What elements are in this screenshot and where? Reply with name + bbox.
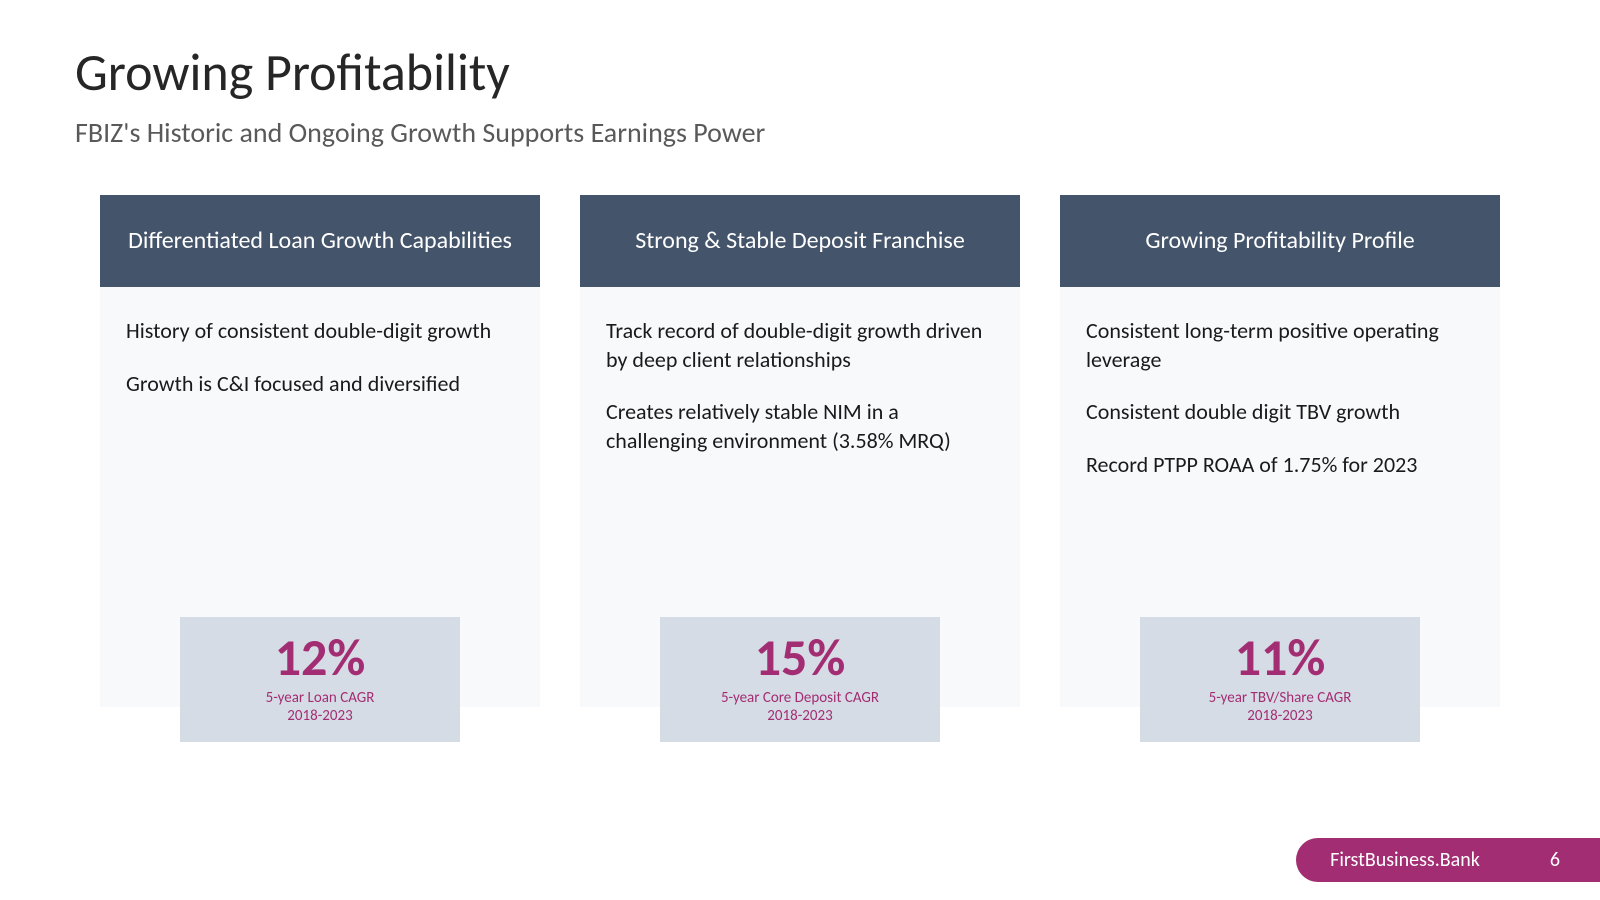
footer-brand: FirstBusiness.Bank [1330, 848, 1480, 872]
card-body-text: Consistent long-term positive operating … [1086, 317, 1474, 374]
metric-value: 12% [200, 629, 440, 686]
metric-box: 12% 5-year Loan CAGR 2018-2023 [180, 617, 460, 742]
metric-label: 2018-2023 [680, 707, 920, 726]
card-loan-growth: Differentiated Loan Growth Capabilities … [100, 195, 540, 707]
card-body-text: History of consistent double-digit growt… [126, 317, 514, 346]
metric-label: 5-year TBV/Share CAGR [1160, 689, 1400, 708]
card-header: Strong & Stable Deposit Franchise [580, 195, 1020, 287]
slide-footer: FirstBusiness.Bank 6 [1296, 838, 1600, 882]
slide-title: Growing Profitability [75, 40, 510, 104]
metric-label: 5-year Core Deposit CAGR [680, 689, 920, 708]
metric-label: 5-year Loan CAGR [200, 689, 440, 708]
slide-subtitle: FBIZ's Historic and Ongoing Growth Suppo… [75, 115, 765, 150]
slide: Growing Profitability FBIZ's Historic an… [0, 0, 1600, 900]
card-header: Differentiated Loan Growth Capabilities [100, 195, 540, 287]
card-header: Growing Profitability Profile [1060, 195, 1500, 287]
metric-label: 2018-2023 [1160, 707, 1400, 726]
card-deposit-franchise: Strong & Stable Deposit Franchise Track … [580, 195, 1020, 707]
card-body-text: Growth is C&I focused and diversified [126, 370, 514, 399]
card-body-text: Track record of double-digit growth driv… [606, 317, 994, 374]
metric-box: 11% 5-year TBV/Share CAGR 2018-2023 [1140, 617, 1420, 742]
metric-value: 11% [1160, 629, 1400, 686]
metric-label: 2018-2023 [200, 707, 440, 726]
metric-box: 15% 5-year Core Deposit CAGR 2018-2023 [660, 617, 940, 742]
metric-value: 15% [680, 629, 920, 686]
cards-row: Differentiated Loan Growth Capabilities … [100, 195, 1500, 707]
card-body-text: Creates relatively stable NIM in a chall… [606, 398, 994, 455]
card-profitability-profile: Growing Profitability Profile Consistent… [1060, 195, 1500, 707]
footer-page-number: 6 [1550, 848, 1560, 872]
card-body-text: Record PTPP ROAA of 1.75% for 2023 [1086, 451, 1474, 480]
card-body-text: Consistent double digit TBV growth [1086, 398, 1474, 427]
